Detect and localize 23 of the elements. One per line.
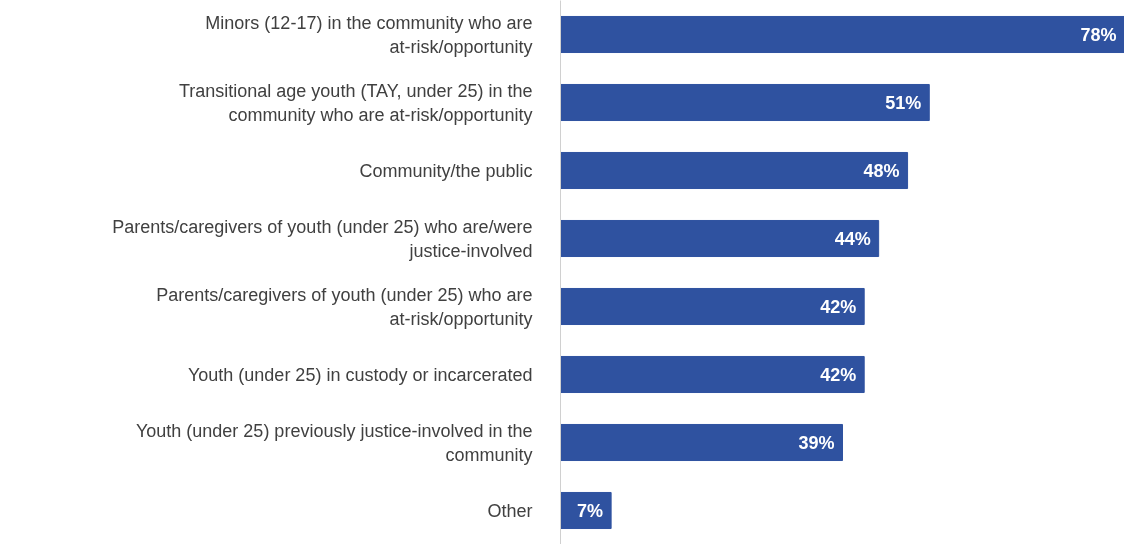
bar xyxy=(560,423,843,462)
bar xyxy=(560,15,1124,54)
data-label: 44% xyxy=(834,228,871,249)
y-tick-label: Youth (under 25) previously justice-involved in the community xyxy=(135,420,533,465)
data-label: 39% xyxy=(798,432,835,453)
y-tick-label: Youth (under 25) in custody or incarcerated xyxy=(187,364,533,385)
data-label: 51% xyxy=(885,92,922,113)
data-label: 42% xyxy=(820,296,857,317)
data-label: 42% xyxy=(820,364,857,385)
data-label: 48% xyxy=(863,160,900,181)
data-label: 7% xyxy=(577,500,604,521)
bar xyxy=(560,287,865,326)
bar xyxy=(560,355,865,394)
y-tick-label: Transitional age youth (TAY, under 25) in the community who are at-risk/opportunity xyxy=(178,80,533,125)
y-tick-label: Community/the public xyxy=(359,160,533,181)
bar xyxy=(560,151,909,190)
y-tick-label: Parents/caregivers of youth (under 25) who are/were justice-involved xyxy=(112,216,533,261)
y-tick-label: Other xyxy=(487,500,533,521)
y-tick-label: Parents/caregivers of youth (under 25) who are at-risk/opportunity xyxy=(156,284,533,329)
bar xyxy=(560,83,930,122)
bar xyxy=(560,219,880,258)
y-tick-label: Minors (12-17) in the community who are at-risk/opportunity xyxy=(205,12,533,57)
data-label: 78% xyxy=(1080,24,1117,45)
